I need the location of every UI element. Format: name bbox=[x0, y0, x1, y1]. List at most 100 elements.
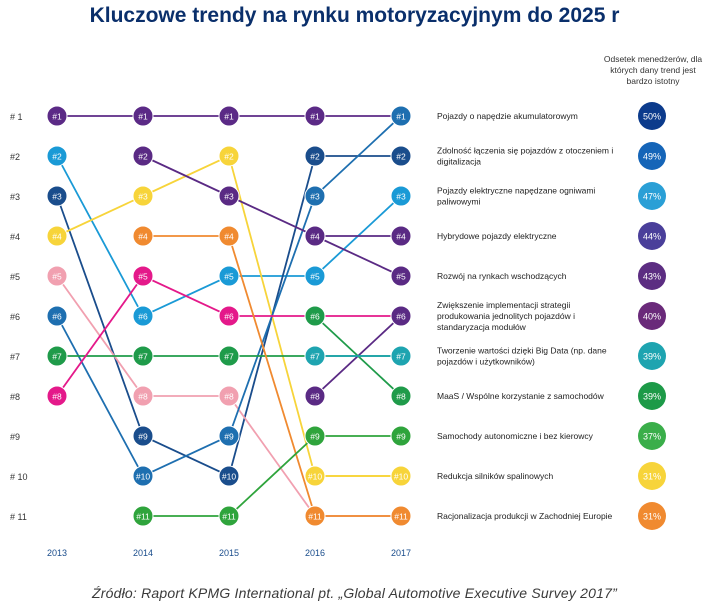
year-label: 2016 bbox=[305, 548, 325, 558]
rank-marker-label: #9 bbox=[138, 432, 148, 442]
rank-marker bbox=[390, 505, 412, 527]
rank-marker-label: #3 bbox=[396, 192, 406, 202]
trend-name: Racjonalizacja produkcji w Zachodniej Eu… bbox=[437, 511, 613, 521]
year-label: 2013 bbox=[47, 548, 67, 558]
rank-marker-label: #9 bbox=[224, 432, 234, 442]
share-circle bbox=[638, 502, 666, 530]
rank-label: #7 bbox=[10, 352, 20, 362]
share-value: 39% bbox=[643, 392, 661, 402]
rank-marker bbox=[46, 105, 68, 127]
share-value: 50% bbox=[643, 112, 661, 122]
rank-marker-label: #1 bbox=[224, 112, 234, 122]
share-circle bbox=[638, 262, 666, 290]
rank-marker-label: #8 bbox=[224, 392, 234, 402]
rank-marker-label: #4 bbox=[138, 232, 148, 242]
trend-name: Samochody autonomiczne i bez kierowcy bbox=[437, 431, 594, 441]
rank-marker-label: #3 bbox=[138, 192, 148, 202]
trend-name: Rozwój na rynkach wschodzących bbox=[437, 271, 567, 281]
share-value: 44% bbox=[643, 232, 661, 242]
rank-marker bbox=[390, 105, 412, 127]
rank-marker-label: #8 bbox=[52, 392, 62, 402]
trend-name: Pojazdy o napędzie akumulatorowym bbox=[437, 111, 578, 121]
year-label: 2014 bbox=[133, 548, 153, 558]
rank-marker-label: #7 bbox=[138, 352, 148, 362]
rank-marker bbox=[390, 305, 412, 327]
rank-marker-label: #7 bbox=[396, 352, 406, 362]
share-value: 39% bbox=[643, 352, 661, 362]
rank-marker bbox=[132, 425, 154, 447]
legend-layer: Pojazdy o napędzie akumulatorowym 50% Zdol… bbox=[437, 102, 666, 530]
rank-marker-label: #8 bbox=[310, 392, 320, 402]
rank-marker-label: #7 bbox=[52, 352, 62, 362]
rank-marker-label: #11 bbox=[222, 512, 236, 522]
rank-marker bbox=[304, 505, 326, 527]
rank-marker-label: #2 bbox=[396, 152, 406, 162]
rank-marker bbox=[304, 385, 326, 407]
rank-marker bbox=[304, 145, 326, 167]
chart-title: Kluczowe trendy na rynku motoryzacyjnym … bbox=[89, 4, 620, 27]
rank-marker bbox=[390, 145, 412, 167]
rank-label: #5 bbox=[10, 272, 20, 282]
rank-marker-label: #2 bbox=[52, 152, 62, 162]
rank-marker-label: #5 bbox=[52, 272, 62, 282]
series-line bbox=[314, 235, 402, 277]
rank-marker-label: #6 bbox=[224, 312, 234, 322]
series-line bbox=[143, 435, 401, 517]
rank-marker-label: #6 bbox=[52, 312, 62, 322]
rank-marker bbox=[218, 345, 240, 367]
trend-name: Tworzenie wartości dzięki Big Data (np. … bbox=[437, 346, 607, 356]
rank-marker-label: #11 bbox=[394, 512, 408, 522]
rank-marker-label: #10 bbox=[308, 472, 322, 482]
rank-marker-label: #4 bbox=[310, 232, 320, 242]
trend-name: Zdolność łączenia się pojazdów z otoczen… bbox=[437, 146, 613, 156]
rank-marker-label: #2 bbox=[224, 152, 234, 162]
rank-marker-label: #4 bbox=[224, 232, 234, 242]
rank-label: # 1 bbox=[10, 112, 23, 122]
rank-marker-label: #2 bbox=[310, 152, 320, 162]
share-value: 49% bbox=[643, 152, 661, 162]
rank-marker bbox=[46, 305, 68, 327]
trend-name: produkowania jednolitych pojazdów i bbox=[437, 311, 575, 321]
rank-marker-label: #8 bbox=[396, 392, 406, 402]
rank-marker-label: #11 bbox=[308, 512, 322, 522]
rank-marker bbox=[304, 225, 326, 247]
markers-layer: #1 #1 #1 #1 #1 #2 #6 #5 #5 #3 #3 #9 #10 #2 #2 #4 #3 #2 #10… bbox=[46, 105, 412, 527]
axis-layer: # 1 #2 #3 #4 #5 #6 #7 #8 #9 # 10 # 11 2013 2014 2015 2… bbox=[10, 112, 411, 558]
rank-marker bbox=[46, 145, 68, 167]
rank-marker bbox=[218, 225, 240, 247]
rank-marker bbox=[390, 465, 412, 487]
rank-marker-label: #9 bbox=[396, 432, 406, 442]
rank-label: #3 bbox=[10, 192, 20, 202]
trend-name: Zwiększenie implementacji strategii bbox=[437, 300, 570, 310]
share-circle bbox=[638, 102, 666, 130]
series-line bbox=[56, 274, 401, 397]
rank-marker bbox=[304, 345, 326, 367]
rank-marker-label: #4 bbox=[396, 232, 406, 242]
rank-marker bbox=[218, 465, 240, 487]
share-value: 31% bbox=[643, 512, 661, 522]
rank-marker bbox=[304, 465, 326, 487]
rank-label: #6 bbox=[10, 312, 20, 322]
rank-marker-label: #3 bbox=[310, 192, 320, 202]
rank-marker bbox=[132, 305, 154, 327]
trend-name: MaaS / Wspólne korzystanie z samochodów bbox=[437, 391, 605, 401]
rank-label: #2 bbox=[10, 152, 20, 162]
rank-label: # 11 bbox=[10, 512, 27, 522]
rank-marker bbox=[132, 345, 154, 367]
rank-marker-label: #6 bbox=[310, 312, 320, 322]
rank-marker-label: #10 bbox=[136, 472, 150, 482]
rank-marker-label: #5 bbox=[396, 272, 406, 282]
share-circle bbox=[638, 182, 666, 210]
trend-name: Redukcja silników spalinowych bbox=[437, 471, 553, 481]
rank-marker-label: #1 bbox=[138, 112, 148, 122]
rank-marker bbox=[304, 265, 326, 287]
rank-marker-label: #1 bbox=[52, 112, 62, 122]
stat-header: Odsetek menedżerów, dla których dany tre… bbox=[603, 54, 703, 86]
rank-marker bbox=[132, 145, 154, 167]
share-circle bbox=[638, 382, 666, 410]
share-value: 43% bbox=[643, 272, 661, 282]
rank-marker bbox=[132, 505, 154, 527]
rank-marker-label: #10 bbox=[394, 472, 408, 482]
rank-marker bbox=[132, 265, 154, 287]
